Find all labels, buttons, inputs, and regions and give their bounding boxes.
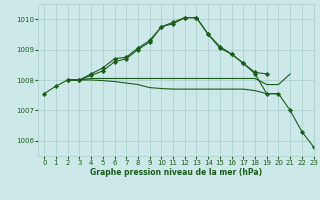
X-axis label: Graphe pression niveau de la mer (hPa): Graphe pression niveau de la mer (hPa) (90, 168, 262, 177)
